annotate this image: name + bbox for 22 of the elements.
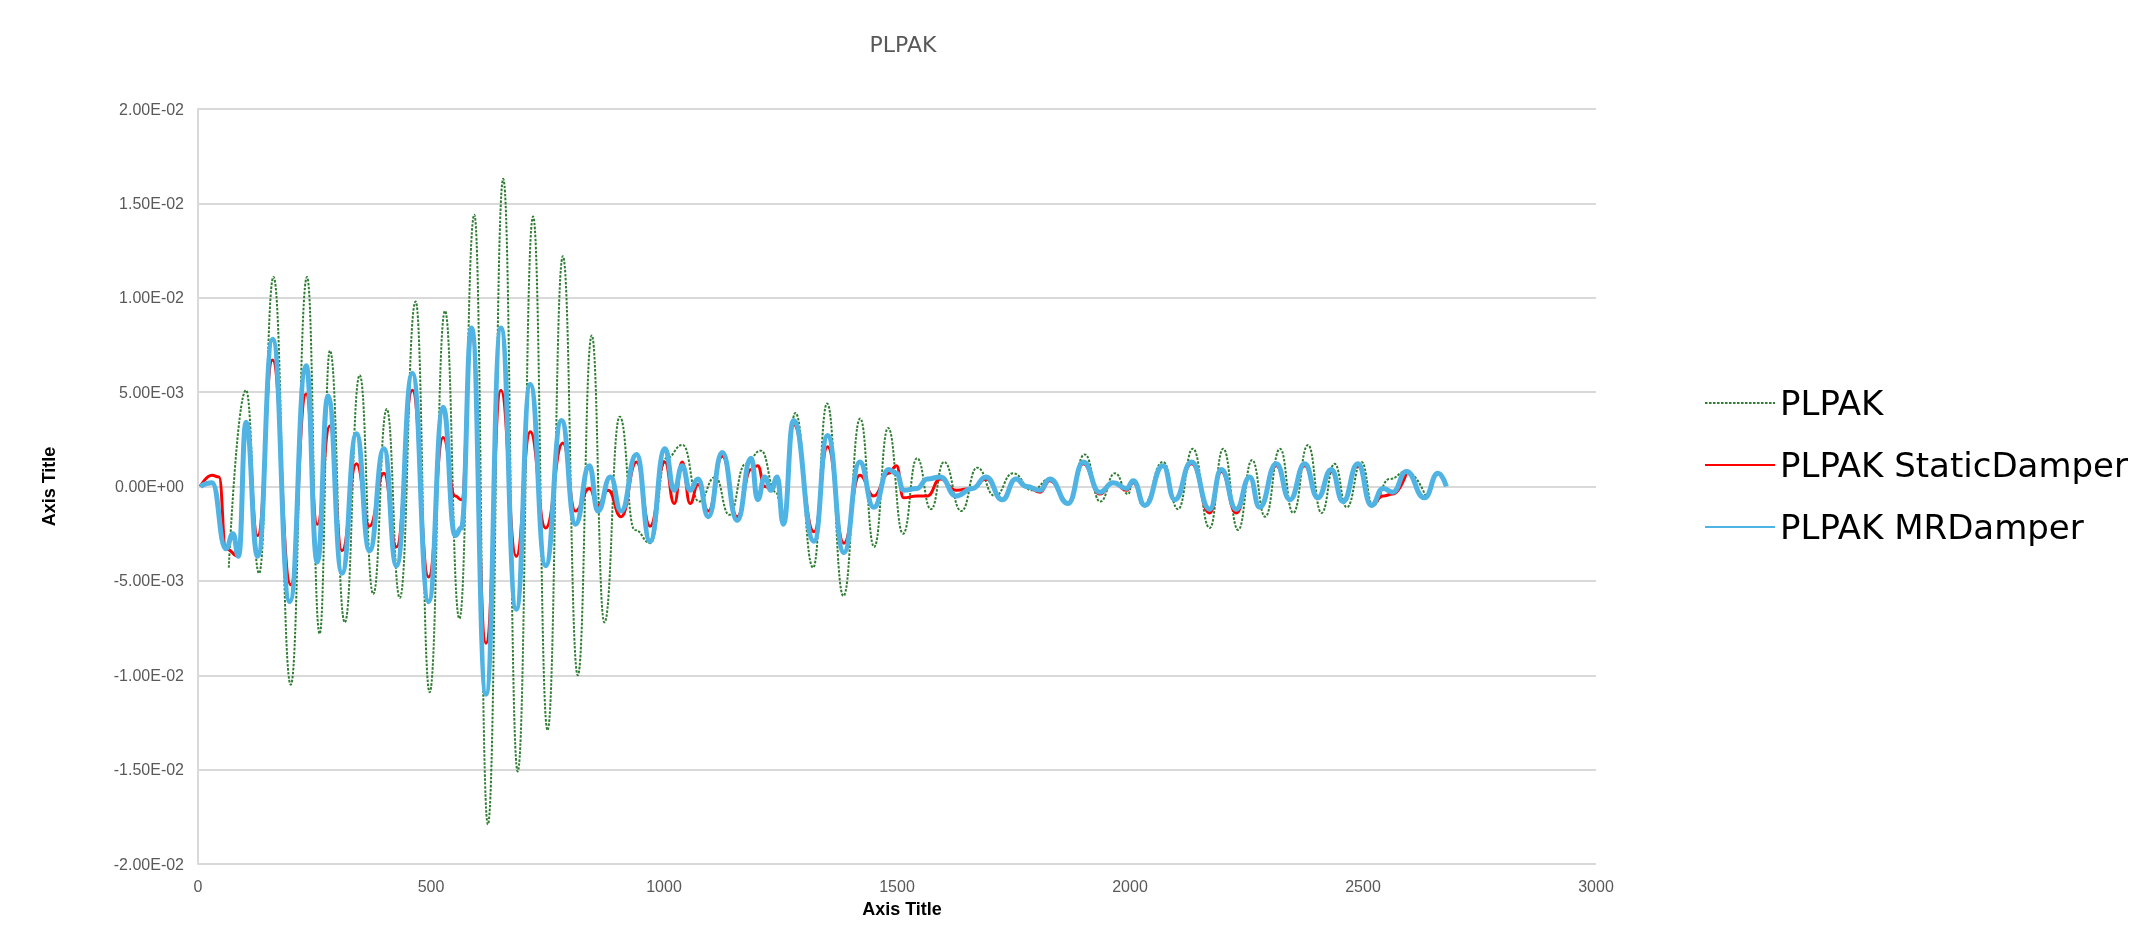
chart-title: PLPAK [869, 31, 937, 57]
legend-label: PLPAK [1780, 383, 1886, 423]
y-tick-label: -5.00E-03 [113, 572, 185, 590]
x-tick-label: 3000 [1578, 877, 1614, 895]
legend-label: PLPAK MRDamper [1780, 507, 2084, 547]
y-tick-label: 1.00E-02 [119, 289, 185, 307]
x-tick-label: 2000 [1112, 877, 1148, 895]
y-tick-label: 2.00E-02 [119, 100, 185, 118]
x-tick-label: 0 [193, 877, 203, 895]
y-tick-label: 5.00E-03 [119, 383, 185, 401]
legend-label: PLPAK StaticDamper [1780, 445, 2129, 485]
y-tick-label: -1.00E-02 [113, 666, 185, 684]
x-tick-label: 500 [417, 877, 445, 895]
y-tick-label: 1.50E-02 [119, 194, 185, 212]
y-tick-label: 0.00E+00 [115, 478, 185, 495]
x-tick-label: 1500 [879, 877, 915, 895]
x-tick-label: 1000 [646, 877, 682, 895]
x-tick-label: 2500 [1345, 877, 1381, 895]
y-tick-label: -2.00E-02 [113, 855, 185, 873]
y-tick-label: -1.50E-02 [113, 761, 185, 779]
y-axis-title: Axis Title [39, 446, 59, 527]
x-axis-title: Axis Title [862, 899, 942, 919]
